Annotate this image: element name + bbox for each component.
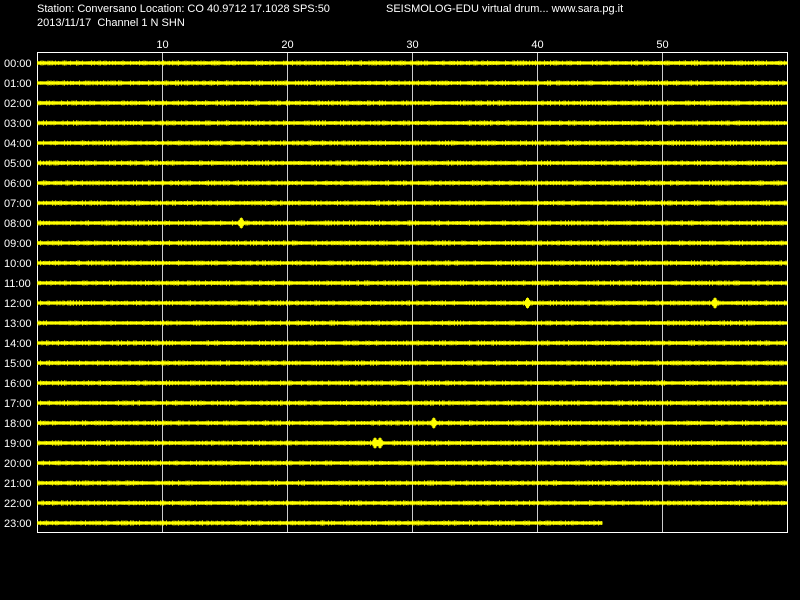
hour-label: 07:00: [4, 198, 32, 210]
x-tick-label: 10: [156, 39, 168, 51]
trace-noise: [37, 140, 787, 146]
date-channel-info: 2013/11/17 Channel 1 N SHN: [37, 17, 185, 29]
hour-label: 18:00: [4, 418, 32, 430]
seismic-event-mark: [710, 297, 720, 309]
trace-row: [37, 320, 788, 326]
seismic-event-mark: [236, 217, 246, 229]
traces-group: [37, 60, 788, 526]
hour-label: 04:00: [4, 138, 32, 150]
trace-row: [37, 297, 788, 309]
trace-noise: [37, 160, 787, 166]
drum-title: SEISMOLOG-EDU virtual drum... www.sara.p…: [386, 3, 624, 15]
trace-noise: [37, 520, 602, 526]
trace-noise: [37, 400, 787, 406]
trace-noise: [37, 180, 787, 186]
trace-row: [37, 100, 788, 106]
hour-label: 02:00: [4, 98, 32, 110]
hour-label: 12:00: [4, 298, 32, 310]
trace-row: [37, 520, 603, 526]
trace-row: [37, 500, 788, 506]
trace-row: [37, 180, 788, 186]
trace-band: [37, 521, 603, 525]
trace-row: [37, 217, 788, 229]
trace-row: [37, 380, 788, 386]
trace-row: [37, 480, 788, 486]
hour-label: 11:00: [4, 278, 31, 290]
trace-noise: [37, 260, 787, 266]
hour-label: 15:00: [4, 358, 32, 370]
trace-noise: [37, 200, 787, 206]
trace-noise: [37, 300, 787, 306]
trace-noise: [37, 460, 787, 466]
seismic-event-mark: [429, 417, 439, 429]
trace-noise: [37, 420, 787, 426]
trace-row: [37, 140, 788, 146]
trace-row: [37, 417, 788, 429]
trace-noise: [37, 280, 787, 286]
minute-gridlines: [162, 52, 663, 533]
trace-row: [37, 437, 788, 449]
hour-label: 16:00: [4, 378, 32, 390]
trace-row: [37, 200, 788, 206]
hour-label: 14:00: [4, 338, 32, 350]
minute-tick-labels: 10 20 30 40 50: [156, 39, 668, 51]
trace-noise: [37, 380, 787, 386]
trace-row: [37, 260, 788, 266]
trace-row: [37, 240, 788, 246]
trace-row: [37, 160, 788, 166]
trace-noise: [37, 220, 787, 226]
trace-noise: [37, 100, 787, 106]
station-info: Station: Conversano Location: CO 40.9712…: [37, 3, 330, 15]
hour-label: 06:00: [4, 178, 32, 190]
seismic-event-mark: [523, 297, 532, 309]
x-tick-label: 50: [656, 39, 668, 51]
hour-label: 05:00: [4, 158, 32, 170]
trace-noise: [37, 240, 787, 246]
trace-noise: [37, 500, 787, 506]
trace-row: [37, 400, 788, 406]
trace-row: [37, 280, 788, 286]
trace-noise: [37, 360, 787, 366]
hour-label: 10:00: [4, 258, 32, 270]
trace-noise: [37, 80, 787, 86]
hour-label: 17:00: [4, 398, 32, 410]
seismic-event-mark: [375, 437, 385, 449]
hour-label: 13:00: [4, 318, 32, 330]
trace-noise: [37, 60, 787, 66]
x-tick-label: 20: [281, 39, 293, 51]
hour-label: 23:00: [4, 518, 32, 530]
hour-label: 19:00: [4, 438, 32, 450]
trace-row: [37, 80, 788, 86]
trace-row: [37, 360, 788, 366]
hour-label: 22:00: [4, 498, 32, 510]
trace-noise: [37, 480, 787, 486]
trace-row: [37, 340, 788, 346]
x-tick-label: 30: [406, 39, 418, 51]
trace-noise: [37, 120, 787, 126]
hour-labels: 00:00 01:00 02:00 03:00 04:00 05:00 06:00 07:00…: [4, 58, 32, 530]
hour-label: 20:00: [4, 458, 32, 470]
trace-noise: [37, 340, 787, 346]
hour-label: 00:00: [4, 58, 32, 70]
hour-label: 08:00: [4, 218, 32, 230]
hour-label: 01:00: [4, 78, 32, 90]
trace-row: [37, 60, 788, 66]
trace-row: [37, 460, 788, 466]
trace-row: [37, 120, 788, 126]
x-tick-label: 40: [531, 39, 543, 51]
hour-label: 03:00: [4, 118, 32, 130]
hour-label: 21:00: [4, 478, 32, 490]
trace-noise: [37, 320, 787, 326]
hour-label: 09:00: [4, 238, 32, 250]
